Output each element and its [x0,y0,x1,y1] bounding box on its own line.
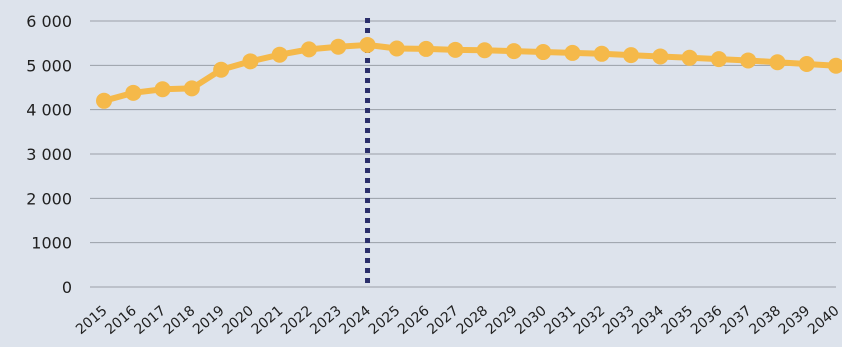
data-point-2023 [330,38,347,55]
x-tick-label: 2039 [776,303,814,338]
data-point-2032 [593,45,610,62]
x-tick-label: 2017 [132,303,170,338]
x-tick-label: 2035 [659,303,697,338]
y-tick-label: 1000 [31,234,72,253]
data-point-2039 [798,56,815,73]
x-tick-label: 2033 [600,303,638,338]
y-tick-label: 3 000 [26,145,72,164]
data-point-2020 [242,53,259,70]
x-tick-label: 2020 [219,303,257,338]
x-tick-label: 2027 [424,303,462,338]
y-tick-label: 6 000 [26,12,72,31]
data-point-2028 [476,42,493,59]
data-point-2036 [710,51,727,68]
x-tick-label: 2032 [571,303,609,338]
x-tick-label: 2022 [278,303,316,338]
data-point-2022 [300,41,317,58]
y-tick-label: 5 000 [26,56,72,75]
data-point-2021 [271,46,288,63]
x-tick-label: 2018 [161,303,199,338]
data-point-2037 [740,52,757,69]
x-tick-label: 2029 [483,303,521,338]
data-point-2033 [623,47,640,64]
x-tick-label: 2019 [190,303,228,338]
data-point-2040 [828,57,842,74]
x-tick-label: 2025 [366,303,404,338]
y-tick-label: 4 000 [26,101,72,120]
data-point-2038 [769,54,786,71]
x-tick-label: 2023 [307,303,345,338]
x-tick-label: 2037 [717,303,755,338]
x-tick-label: 2030 [512,303,550,338]
data-point-2016 [125,84,142,101]
x-tick-label: 2036 [688,303,726,338]
x-tick-label: 2038 [746,303,784,338]
data-point-2034 [652,48,669,65]
data-point-2031 [564,44,581,61]
y-tick-label: 0 [62,278,72,297]
x-tick-label: 2016 [102,303,140,338]
data-point-2026 [418,40,435,57]
x-tick-label: 2021 [249,303,287,338]
x-tick-label: 2026 [395,303,433,338]
data-point-2024 [359,36,376,53]
data-point-2015 [96,92,112,109]
x-tick-label: 2024 [337,303,375,338]
data-point-2019 [213,61,230,78]
x-tick-label: 2040 [805,303,842,338]
data-point-2017 [154,81,171,98]
y-tick-label: 2 000 [26,189,72,208]
data-point-2035 [681,49,698,66]
data-point-2029 [505,43,522,60]
data-point-2027 [447,41,464,58]
data-point-2025 [388,40,405,57]
x-tick-label: 2028 [454,303,492,338]
x-tick-label: 2031 [541,303,579,338]
data-point-2030 [535,44,552,61]
x-tick-label: 2015 [73,303,111,338]
x-tick-label: 2034 [629,303,667,338]
data-point-2018 [183,80,200,97]
